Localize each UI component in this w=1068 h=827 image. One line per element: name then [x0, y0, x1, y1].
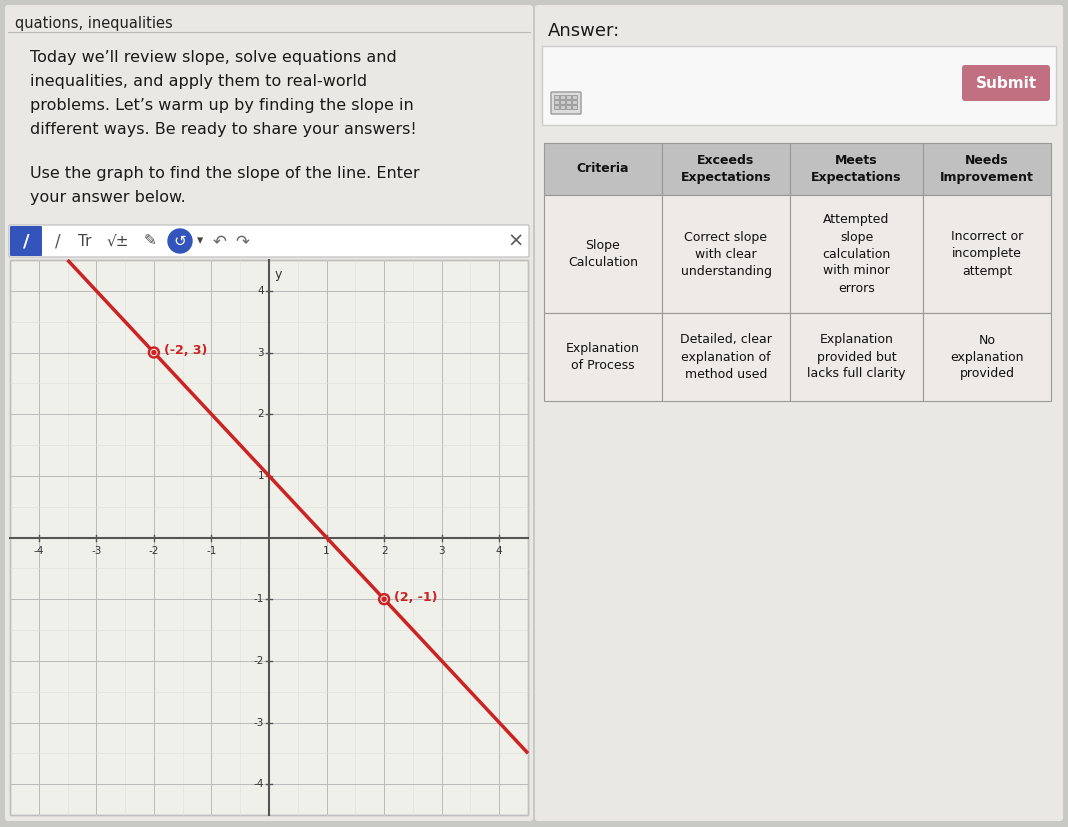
Text: ×: ×	[507, 232, 524, 251]
Bar	[566, 100, 571, 104]
Circle shape	[382, 597, 387, 601]
Text: 3: 3	[438, 546, 445, 556]
Text: Submit: Submit	[975, 75, 1037, 90]
Text: -1: -1	[253, 594, 264, 605]
Text: -3: -3	[91, 546, 101, 556]
Circle shape	[379, 594, 390, 605]
FancyBboxPatch shape	[10, 226, 42, 256]
Text: (-2, 3): (-2, 3)	[163, 344, 207, 357]
Bar	[662, 143, 790, 195]
Text: No
explanation
provided: No explanation provided	[951, 333, 1024, 380]
Text: Correct slope
with clear
understanding: Correct slope with clear understanding	[680, 231, 771, 278]
Text: different ways. Be ready to share your answers!: different ways. Be ready to share your a…	[30, 122, 417, 137]
Bar	[560, 105, 565, 109]
Bar	[923, 313, 1051, 401]
Text: Needs
Improvement: Needs Improvement	[940, 154, 1034, 184]
Text: -2: -2	[253, 656, 264, 666]
Text: 1: 1	[324, 546, 330, 556]
Text: problems. Let’s warm up by finding the slope in: problems. Let’s warm up by finding the s…	[30, 98, 413, 113]
Text: √±: √±	[107, 233, 129, 248]
Text: /: /	[56, 232, 61, 250]
Circle shape	[151, 350, 157, 356]
Text: (2, -1): (2, -1)	[394, 590, 438, 604]
Text: -2: -2	[148, 546, 159, 556]
FancyBboxPatch shape	[535, 5, 1063, 821]
Bar	[790, 313, 923, 401]
Text: Incorrect or
incomplete
attempt: Incorrect or incomplete attempt	[951, 231, 1023, 278]
Bar	[923, 143, 1051, 195]
Circle shape	[381, 596, 387, 602]
Bar	[554, 95, 559, 99]
Bar	[10, 260, 528, 815]
Text: Detailed, clear
explanation of
method used: Detailed, clear explanation of method us…	[680, 333, 772, 380]
Bar	[544, 313, 662, 401]
Text: 4: 4	[257, 286, 264, 296]
Bar	[554, 105, 559, 109]
Text: Tr: Tr	[78, 233, 92, 248]
Bar	[572, 95, 577, 99]
Text: y: y	[274, 268, 282, 281]
Bar	[790, 143, 923, 195]
Text: 3: 3	[257, 347, 264, 357]
Text: ↶: ↶	[213, 232, 226, 250]
Text: Answer:: Answer:	[548, 22, 621, 40]
Text: /: /	[22, 232, 29, 250]
Bar	[560, 100, 565, 104]
Bar	[572, 105, 577, 109]
Text: -3: -3	[253, 718, 264, 728]
FancyBboxPatch shape	[541, 46, 1056, 125]
Circle shape	[152, 351, 156, 355]
FancyBboxPatch shape	[551, 92, 581, 114]
Bar	[572, 100, 577, 104]
Bar	[560, 95, 565, 99]
Text: quations, inequalities: quations, inequalities	[15, 16, 173, 31]
Text: 2: 2	[257, 409, 264, 419]
Text: Explanation
provided but
lacks full clarity: Explanation provided but lacks full clar…	[807, 333, 906, 380]
Bar	[662, 313, 790, 401]
Text: Today we’ll review slope, solve equations and: Today we’ll review slope, solve equation…	[30, 50, 396, 65]
Bar	[566, 105, 571, 109]
Bar	[662, 195, 790, 313]
Text: Meets
Expectations: Meets Expectations	[812, 154, 901, 184]
Text: ↺: ↺	[174, 233, 187, 248]
Text: Attempted
slope
calculation
with minor
errors: Attempted slope calculation with minor e…	[822, 213, 891, 294]
Bar	[790, 195, 923, 313]
Text: 1: 1	[257, 471, 264, 480]
Text: Criteria: Criteria	[577, 162, 629, 175]
Bar	[544, 195, 662, 313]
Text: -4: -4	[253, 779, 264, 789]
FancyBboxPatch shape	[962, 65, 1050, 101]
Bar	[544, 143, 662, 195]
Text: 2: 2	[381, 546, 388, 556]
Circle shape	[168, 229, 192, 253]
Bar	[566, 95, 571, 99]
Text: ✎: ✎	[143, 233, 156, 248]
Text: Use the graph to find the slope of the line. Enter: Use the graph to find the slope of the l…	[30, 166, 420, 181]
FancyBboxPatch shape	[9, 225, 529, 257]
Text: Slope
Calculation: Slope Calculation	[568, 239, 638, 269]
Text: Explanation
of Process: Explanation of Process	[566, 342, 640, 372]
Bar	[923, 195, 1051, 313]
Text: inequalities, and apply them to real-world: inequalities, and apply them to real-wor…	[30, 74, 367, 89]
Text: -1: -1	[206, 546, 217, 556]
Text: -4: -4	[33, 546, 44, 556]
Bar	[554, 100, 559, 104]
Text: 4: 4	[496, 546, 503, 556]
Text: Exceeds
Expectations: Exceeds Expectations	[680, 154, 771, 184]
Text: ↷: ↷	[235, 232, 249, 250]
Text: ▾: ▾	[197, 235, 203, 247]
Text: your answer below.: your answer below.	[30, 190, 186, 205]
FancyBboxPatch shape	[5, 5, 533, 821]
Circle shape	[148, 347, 159, 358]
